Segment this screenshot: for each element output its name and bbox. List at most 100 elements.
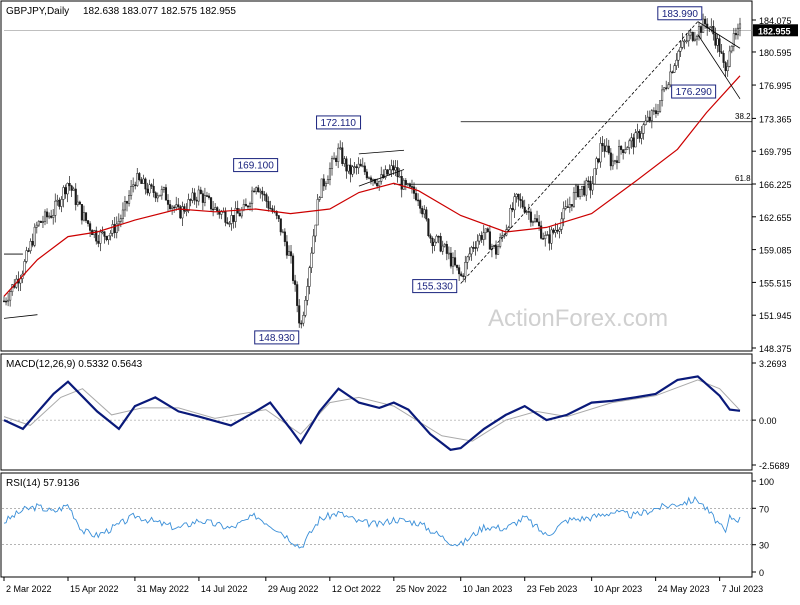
candle-body <box>39 221 42 223</box>
candle-body <box>54 200 57 216</box>
candle-body <box>466 256 469 263</box>
candle-body <box>376 182 379 187</box>
candle-body <box>25 250 28 262</box>
candle-body <box>406 183 409 185</box>
candle-body <box>97 240 100 244</box>
candle-body <box>527 211 530 213</box>
candle-body <box>716 38 719 46</box>
candle-body <box>404 180 407 185</box>
candle-body <box>367 177 370 180</box>
candle-body <box>335 157 338 162</box>
candle-body <box>548 234 551 244</box>
price-tick-label: 155.515 <box>759 278 792 288</box>
candle-body <box>620 146 623 150</box>
candle-body <box>330 158 334 169</box>
candle-body <box>425 209 428 220</box>
candle-body <box>523 206 526 213</box>
candle-body <box>257 187 260 193</box>
candle-body <box>228 223 231 225</box>
candle-body <box>230 215 233 224</box>
candle-body <box>361 165 364 168</box>
candle-body <box>574 185 578 193</box>
candle-body <box>80 204 83 221</box>
candle-body <box>312 235 315 254</box>
candle-body <box>138 173 141 180</box>
candle-body <box>685 40 688 43</box>
channel-upper-line <box>697 21 741 49</box>
flag-upper-line <box>358 149 405 155</box>
candle-body <box>650 110 653 121</box>
candle-body <box>480 235 483 240</box>
candle-body <box>318 197 321 200</box>
candle-body <box>615 160 619 163</box>
candle-body <box>642 124 645 134</box>
candle-body <box>654 110 657 114</box>
candle-body <box>464 262 467 277</box>
candle-body <box>544 235 547 239</box>
candle-body <box>724 62 727 72</box>
x-tick-label: 23 Feb 2023 <box>527 584 578 594</box>
channel-lower-line <box>697 34 741 100</box>
candle-body <box>68 183 71 187</box>
candle-body <box>402 180 405 190</box>
candle-body <box>152 185 155 193</box>
candle-body <box>611 160 614 167</box>
candle-body <box>482 232 485 240</box>
sma-line <box>3 75 741 297</box>
candle-body <box>320 178 323 198</box>
candle-body <box>365 171 368 179</box>
price-annotation-label: 172.110 <box>321 118 357 129</box>
candle-body <box>699 26 703 33</box>
candle-body <box>201 193 204 203</box>
price-tick-label: 184.075 <box>759 16 792 26</box>
candle-body <box>123 201 127 211</box>
candle-body <box>130 186 133 196</box>
price-annotation-box <box>254 330 300 345</box>
candle-body <box>58 199 61 207</box>
candle-body <box>310 252 313 268</box>
candle-body <box>542 238 545 240</box>
candle-body <box>195 199 198 202</box>
candle-body <box>451 257 455 267</box>
price-tick-label: 162.655 <box>759 213 792 223</box>
candle-body <box>441 245 444 252</box>
ohlc-label: 182.638 183.077 182.575 182.955 <box>83 6 236 17</box>
candle-body <box>683 40 686 43</box>
candle-body <box>394 167 397 171</box>
price-annotation-box <box>412 279 458 294</box>
candle-body <box>105 236 108 241</box>
candle-body <box>470 247 473 255</box>
candle-body <box>507 227 510 230</box>
candle-body <box>738 23 742 29</box>
candle-body <box>23 261 26 275</box>
candle-body <box>378 181 381 187</box>
candle-body <box>296 284 299 306</box>
x-tick-label: 10 Jan 2023 <box>463 584 513 594</box>
candle-body <box>289 251 293 257</box>
candle-body <box>558 229 561 232</box>
candle-body <box>89 223 92 231</box>
candle-body <box>261 190 264 195</box>
candle-body <box>359 163 362 167</box>
candle-body <box>734 33 737 36</box>
candle-body <box>720 51 723 54</box>
candle-body <box>333 157 336 160</box>
candle-body <box>224 211 227 223</box>
candle-body <box>267 201 270 209</box>
x-tick-label: 24 May 2023 <box>658 584 710 594</box>
last-price-label: 182.955 <box>758 26 791 36</box>
last-price-box <box>753 24 798 37</box>
candle-body <box>497 246 500 255</box>
candle-body <box>695 36 698 40</box>
candle-body <box>277 215 280 219</box>
candle-body <box>447 252 450 255</box>
candle-body <box>538 221 541 227</box>
candle-body <box>87 220 90 224</box>
x-tick-label: 7 Jul 2023 <box>722 584 764 594</box>
candle-body <box>41 221 45 223</box>
price-annotation-box <box>671 84 717 99</box>
candle-body <box>671 71 674 74</box>
candle-body <box>681 40 684 48</box>
candle-body <box>37 221 40 226</box>
